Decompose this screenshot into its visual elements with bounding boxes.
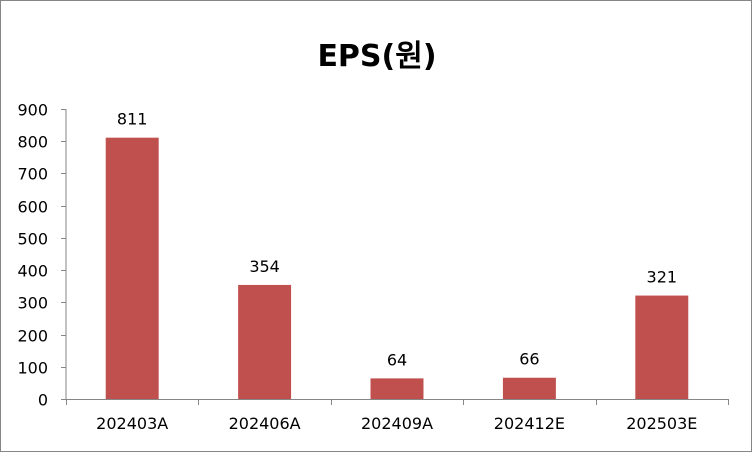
data-label-202412E: 66 xyxy=(519,350,539,369)
bar-202409A xyxy=(370,378,424,399)
bar-202403A xyxy=(105,137,159,399)
x-tick-label-202412E: 202412E xyxy=(494,414,565,433)
y-tick-label: 100 xyxy=(17,359,48,378)
bar-202503E xyxy=(635,295,689,399)
data-label-202406A: 354 xyxy=(249,257,280,276)
y-tick-label: 600 xyxy=(17,198,48,217)
x-tick-label-202503E: 202503E xyxy=(626,414,697,433)
x-tick-label-202403A: 202403A xyxy=(96,414,168,433)
y-tick-label: 900 xyxy=(17,101,48,120)
data-label-202503E: 321 xyxy=(647,268,678,287)
y-tick-label: 300 xyxy=(17,294,48,313)
y-tick-label: 800 xyxy=(17,133,48,152)
y-tick-label: 0 xyxy=(38,391,48,410)
data-labels: 811 354 64 66 321 xyxy=(117,110,677,370)
y-tick-label: 700 xyxy=(17,165,48,184)
bar-202406A xyxy=(238,284,292,399)
x-tick-label-202406A: 202406A xyxy=(229,414,301,433)
data-label-202409A: 64 xyxy=(387,350,407,369)
y-tick-label: 400 xyxy=(17,262,48,281)
y-tick-label: 500 xyxy=(17,230,48,249)
y-axis: 0 100 200 300 400 500 600 700 800 900 xyxy=(17,101,67,410)
bar-202412E xyxy=(502,377,556,399)
x-axis: 202403A 202406A 202409A 202412E 202503E xyxy=(66,399,729,433)
bars xyxy=(105,137,689,399)
y-tick-label: 200 xyxy=(17,327,48,346)
data-label-202403A: 811 xyxy=(117,110,148,129)
x-tick-label-202409A: 202409A xyxy=(361,414,433,433)
chart-title: EPS(원) xyxy=(317,39,437,74)
